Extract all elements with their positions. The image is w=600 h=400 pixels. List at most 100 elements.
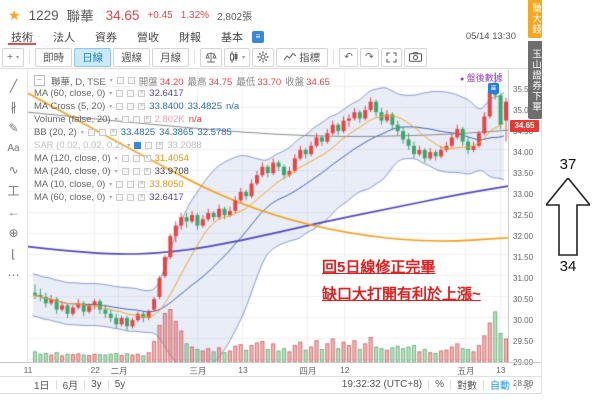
indicator-settings[interactable] <box>127 181 135 188</box>
camera-snapshot-icon[interactable] <box>403 47 427 67</box>
indicator-settings[interactable] <box>132 155 140 162</box>
redo-icon[interactable]: ↷ <box>359 47 379 67</box>
indicator-settings[interactable] <box>98 129 106 136</box>
zoom-in-icon[interactable]: ⊕ <box>8 226 19 240</box>
pattern-icon[interactable]: ∿ <box>8 163 19 177</box>
favorite-star-icon[interactable]: ★ <box>8 6 21 23</box>
indicator-value: 33.4825 <box>187 101 222 112</box>
fullscreen-icon[interactable] <box>380 47 402 67</box>
nav-tab-基本[interactable]: 基本 <box>221 32 243 44</box>
marker-dot-icon: ● <box>460 76 465 83</box>
price-change-percent: 1.32% <box>180 9 210 21</box>
indicator-eye-toggle[interactable] <box>116 103 124 110</box>
long-position-icon[interactable]: 工 <box>7 184 20 198</box>
indicator-remove[interactable]: × <box>156 142 164 149</box>
undo-icon[interactable]: ↶ <box>339 47 358 67</box>
candle-style-button[interactable]: ▾ <box>224 47 251 67</box>
price-axis-label: 33.50 <box>513 169 534 178</box>
trend-line-icon[interactable]: ╱ <box>9 79 18 93</box>
legend-collapse-icon[interactable]: − <box>34 75 45 86</box>
indicator-eye-toggle[interactable] <box>116 194 124 201</box>
indicator-chart-icon <box>284 52 297 61</box>
indicator-label[interactable]: MA (60, close, 0) <box>34 88 106 99</box>
settings-gear-icon[interactable] <box>252 47 275 67</box>
auto-scale-button[interactable]: 自動 <box>490 381 510 392</box>
clock-time[interactable]: 19:32:32 (UTC+8) <box>341 379 423 390</box>
indicator-label[interactable]: MA (10, close, 0) <box>34 179 106 190</box>
stock-symbol: 1229 <box>28 7 59 23</box>
indicators-button[interactable]: 指標 <box>276 47 329 67</box>
log-scale-button[interactable]: 對數 <box>457 381 477 392</box>
indicator-settings[interactable] <box>145 142 153 149</box>
period-button-日線[interactable]: 日線 <box>74 47 112 67</box>
measure-icon[interactable]: ⌊ <box>11 247 16 261</box>
axis-settings-gear-icon[interactable] <box>523 379 533 390</box>
time-axis-label: 四月 <box>299 366 317 376</box>
indicator-remove[interactable]: × <box>138 90 146 97</box>
price-axis-label: 32.00 <box>513 232 534 241</box>
toolbar-separator <box>333 50 335 64</box>
toolbar-separator <box>29 50 31 64</box>
indicator-remove[interactable]: × <box>143 155 151 162</box>
indicator-label[interactable]: SAR (0.02, 0.02, 0.2) <box>34 140 124 151</box>
time-axis[interactable]: 11 22 二月 三月 13 四月 12 五月 13 <box>0 362 541 377</box>
indicator-remove[interactable]: × <box>109 129 117 136</box>
period-button-週線[interactable]: 週線 <box>113 47 151 67</box>
brush-icon[interactable]: ✎ <box>8 121 19 135</box>
channel-icon[interactable]: ∦ <box>10 100 17 114</box>
candlestick-chart-canvas[interactable] <box>28 70 508 362</box>
indicator-settings[interactable] <box>127 194 135 201</box>
nav-tab-財報[interactable]: 財報 <box>179 32 201 44</box>
percent-scale-button[interactable]: % <box>435 379 444 390</box>
side-tab-2[interactable]: 玉山證券下單 <box>528 41 542 119</box>
indicator-eye-toggle[interactable] <box>87 129 95 136</box>
indicator-settings[interactable] <box>127 103 135 110</box>
nav-tab-技術[interactable]: 技術 <box>8 28 36 45</box>
hide-panel-icon[interactable]: ← <box>7 205 20 219</box>
nav-tab-營收[interactable]: 營收 <box>137 32 159 44</box>
indicator-label[interactable]: MA Cross (5, 20) <box>34 101 106 112</box>
nav-extra-icon[interactable]: ≡ <box>252 31 264 43</box>
indicator-eye-toggle[interactable] <box>134 142 142 149</box>
time-axis-label: 11 <box>23 365 33 375</box>
compare-scales-icon[interactable] <box>200 47 223 67</box>
last-price: 34.65 <box>105 7 140 23</box>
indicator-eye-toggle[interactable] <box>121 168 129 175</box>
indicator-settings[interactable] <box>132 116 140 123</box>
indicator-label[interactable]: MA (120, close, 0) <box>34 153 111 164</box>
text-tool-icon[interactable]: Aa <box>7 143 20 154</box>
indicator-remove[interactable]: × <box>138 194 146 201</box>
nav-tab-資券[interactable]: 資券 <box>95 32 117 44</box>
legend-symbol-title[interactable]: 聯華, D, TSE <box>51 76 106 88</box>
range-button-3y[interactable]: 3y <box>91 379 102 390</box>
indicator-eye-toggle[interactable] <box>116 181 124 188</box>
indicator-label[interactable]: MA (240, close, 0) <box>34 166 111 177</box>
period-button-即時[interactable]: 即時 <box>35 47 73 67</box>
indicator-remove[interactable]: × <box>143 116 151 123</box>
period-button-月線[interactable]: 月線 <box>152 47 190 67</box>
indicator-eye-toggle[interactable] <box>116 90 124 97</box>
side-tab-1[interactable]: 賺大錢 <box>528 0 542 38</box>
range-button-1日[interactable]: 1日 <box>34 381 50 392</box>
nav-tab-法人[interactable]: 法人 <box>53 32 75 44</box>
indicator-remove[interactable]: × <box>138 181 146 188</box>
range-button-6月[interactable]: 6月 <box>62 381 79 392</box>
indicator-remove[interactable]: × <box>138 103 146 110</box>
time-axis-label: 三月 <box>189 366 207 376</box>
price-axis-label: 29.50 <box>513 337 534 346</box>
indicator-eye-toggle[interactable] <box>121 116 129 123</box>
indicator-label[interactable]: Volume (false, 20) <box>34 114 111 125</box>
more-icon[interactable]: ⋯ <box>7 268 20 282</box>
after-hours-badge-icon[interactable]: ≣ <box>488 83 499 94</box>
indicator-value: 33.8400 <box>149 101 184 112</box>
indicator-value: 33.4825 <box>120 127 156 138</box>
indicator-legend: − 聯華, D, TSE ▾ 開盤 34.20 最高 34.75 最低 33.70 收盤 34.65… <box>34 75 330 203</box>
indicator-settings[interactable] <box>132 168 140 175</box>
indicator-label[interactable]: BB (20, 2) <box>34 127 77 138</box>
crosshair-button[interactable]: + ▾ <box>2 47 25 67</box>
indicator-remove[interactable]: × <box>143 168 151 175</box>
range-button-5y[interactable]: 5y <box>114 379 126 390</box>
indicator-label[interactable]: MA (60, close, 0) <box>34 192 106 203</box>
indicator-eye-toggle[interactable] <box>121 155 129 162</box>
indicator-settings[interactable] <box>127 90 135 97</box>
